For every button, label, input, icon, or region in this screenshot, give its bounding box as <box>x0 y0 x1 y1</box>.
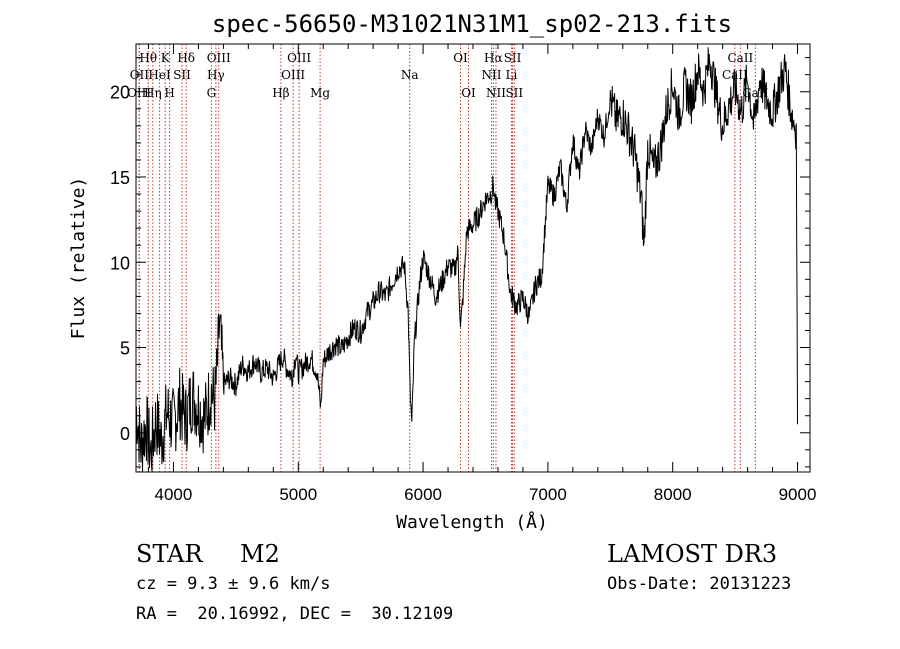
x-axis-label: Wavelength (Å) <box>396 511 548 533</box>
x-tick-label: 5000 <box>279 485 317 504</box>
marker-label: Hθ <box>139 51 157 65</box>
plot-frame <box>135 43 811 473</box>
line-markers: HθOIIOIIIHηHeIKHSIIHδOIIIHγGHβOIIIOIIIMg… <box>127 44 768 472</box>
marker-label: OI <box>461 86 476 100</box>
marker-label: Na <box>401 68 419 82</box>
marker-label: SII <box>505 86 523 100</box>
marker-label: OIII <box>127 86 151 100</box>
marker-label: Hα <box>484 51 503 65</box>
marker-label: K <box>161 51 171 65</box>
object-subclass: M2 <box>240 540 280 568</box>
marker-label: SII <box>504 51 522 65</box>
x-tick-label: 9000 <box>779 485 817 504</box>
marker-label: HeI <box>148 68 171 82</box>
marker-label: H <box>164 86 174 100</box>
y-axis-label: Flux (relative) <box>68 177 89 340</box>
y-tick-label: 0 <box>120 424 130 444</box>
marker-label: Li <box>506 68 518 82</box>
marker-label: G <box>207 86 217 100</box>
marker-label: OI <box>453 51 468 65</box>
y-tick-label: 15 <box>110 168 130 188</box>
marker-label: NII <box>486 86 506 100</box>
marker-label: Hδ <box>177 51 195 65</box>
y-tick-label: 20 <box>110 83 130 103</box>
y-axis: 0 5 10 15 20 <box>110 57 810 468</box>
marker-label: OIII <box>281 68 305 82</box>
x-tick-label: 8000 <box>654 485 692 504</box>
spectrum-line <box>135 47 798 472</box>
marker-label: CaII <box>727 51 753 65</box>
x-tick-label: 7000 <box>529 485 567 504</box>
survey-name: LAMOST DR3 <box>607 540 778 568</box>
redshift-cz: cz = 9.3 ± 9.6 km/s <box>136 574 331 594</box>
x-tick-label: 4000 <box>155 485 193 504</box>
marker-label: Mg <box>310 86 330 100</box>
marker-label: SII <box>173 68 191 82</box>
sky-coordinates: RA = 20.16992, DEC = 30.12109 <box>136 604 454 624</box>
marker-label: OIII <box>287 51 311 65</box>
marker-label: Hη <box>144 86 162 100</box>
y-tick-label: 10 <box>110 253 130 273</box>
object-class: STAR <box>136 540 203 568</box>
marker-label: OIII <box>207 51 231 65</box>
x-tick-label: 6000 <box>404 485 442 504</box>
chart-title: spec-56650-M31021N31M1_sp02-213.fits <box>212 10 732 38</box>
y-tick-label: 5 <box>120 339 130 359</box>
marker-label: Hβ <box>272 86 289 100</box>
marker-label: Hγ <box>207 68 225 82</box>
observation-date: Obs-Date: 20131223 <box>607 574 792 594</box>
marker-label: NII <box>481 68 501 82</box>
x-axis: 4000 5000 6000 7000 8000 9000 <box>147 44 817 504</box>
